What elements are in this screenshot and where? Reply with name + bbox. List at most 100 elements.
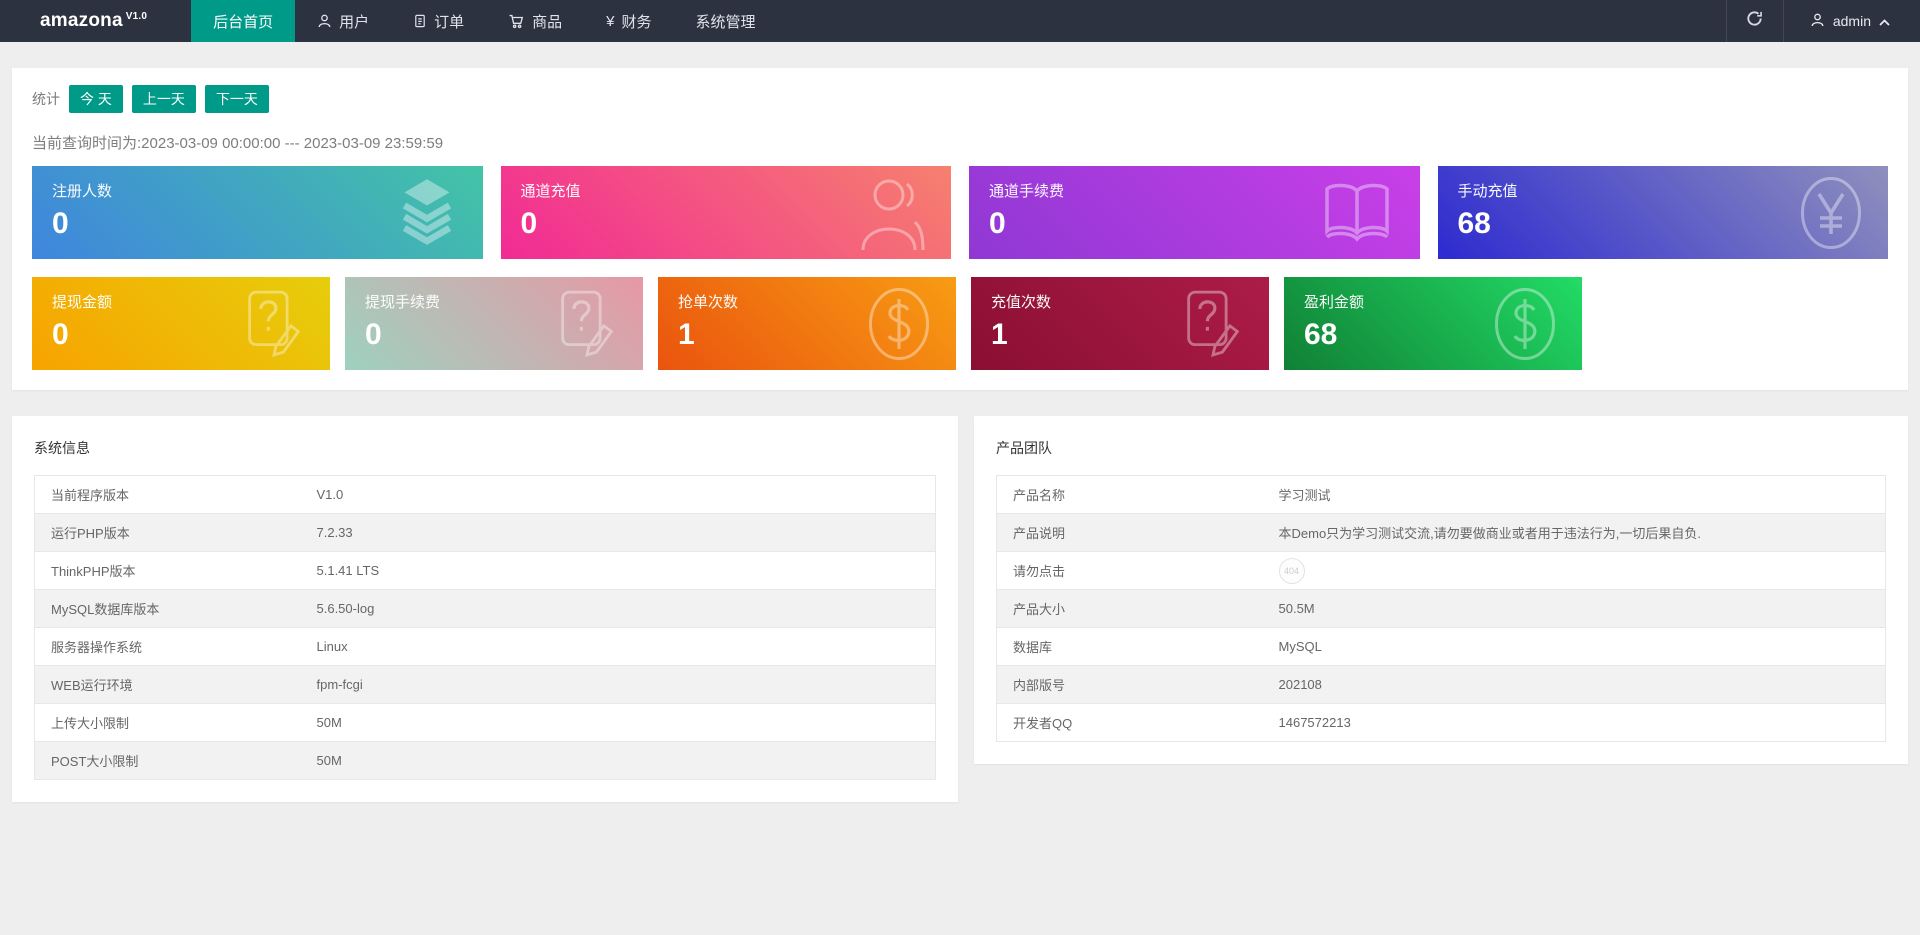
stat-controls: 统计 今 天 上一天 下一天 <box>32 85 1888 113</box>
row-label: ThinkPHP版本 <box>34 551 317 590</box>
stat-cards-row-1: 注册人数 0 通道充值 0 通道手续费 0 手动充值 68 <box>32 166 1888 259</box>
table-row: 内部版号 202108 <box>996 665 1886 704</box>
top-navbar: amazona V1.0 后台首页 用户 订单 商品 ¥ 财务 系统管理 admin <box>0 0 1920 42</box>
stat-card-value: 0 <box>989 207 1006 240</box>
table-row: MySQL数据库版本 5.6.50-log <box>34 589 936 628</box>
main-menu: 后台首页 用户 订单 商品 ¥ 财务 系统管理 <box>191 0 777 42</box>
user-name: admin <box>1832 13 1871 29</box>
query-time-text: 当前查询时间为:2023-03-09 00:00:00 --- 2023-03-… <box>32 135 444 152</box>
row-value: 50M <box>316 703 936 742</box>
brand-version: V1.0 <box>125 10 148 22</box>
divider <box>1725 0 1727 42</box>
divider <box>1782 0 1784 42</box>
row-value: 404 <box>1278 551 1886 590</box>
row-label: 请勿点击 <box>996 551 1279 590</box>
system-info-panel: 系统信息 当前程序版本 V1.0 运行PHP版本 7.2.33 ThinkPHP版本 5.… <box>12 416 958 802</box>
previous-day-button[interactable]: 上一天 <box>131 85 196 113</box>
table-row: 产品大小 50.5M <box>996 589 1886 628</box>
nav-item-finance[interactable]: ¥ 财务 <box>584 0 673 42</box>
stat-card-title: 手动充值 <box>1457 183 1518 200</box>
product-team-table: 产品名称 学习测试 产品说明 本Demo只为学习测试交流,请勿要做商业或者用于违法行为… <box>996 475 1886 742</box>
nav-item-goods[interactable]: 商品 <box>486 0 584 42</box>
row-label: 产品大小 <box>996 589 1279 628</box>
next-day-button[interactable]: 下一天 <box>204 85 269 113</box>
stat-card-grab-order-count: 抢单次数 1 <box>658 277 956 370</box>
table-row: ThinkPHP版本 5.1.41 LTS <box>34 551 936 590</box>
stat-card-title: 抢单次数 <box>678 294 739 311</box>
system-info-title: 系统信息 <box>34 440 90 456</box>
nav-item-users[interactable]: 用户 <box>295 0 391 42</box>
row-label: 当前程序版本 <box>34 475 317 514</box>
row-value: 1467572213 <box>1278 703 1886 742</box>
nav-item-orders[interactable]: 订单 <box>391 0 486 42</box>
row-value: 学习测试 <box>1278 475 1886 514</box>
stat-card-title: 提现金额 <box>52 294 113 311</box>
stat-card-title: 提现手续费 <box>365 294 441 311</box>
nav-item-label: 用户 <box>339 13 370 31</box>
stat-card-title: 盈利金额 <box>1304 294 1365 311</box>
brand-logo[interactable]: amazona V1.0 <box>0 0 191 42</box>
nav-item-label: 商品 <box>532 13 563 31</box>
person-icon <box>859 176 925 250</box>
row-value: fpm-fcgi <box>316 665 936 704</box>
row-value: MySQL <box>1278 627 1886 666</box>
table-row: 开发者QQ 1467572213 <box>996 703 1886 742</box>
row-label: POST大小限制 <box>34 741 317 780</box>
user-icon <box>1810 12 1825 31</box>
row-value: 本Demo只为学习测试交流,请勿要做商业或者用于违法行为,一切后果自负. <box>1278 513 1886 552</box>
today-button[interactable]: 今 天 <box>69 85 123 113</box>
refresh-button[interactable] <box>1727 0 1783 42</box>
row-label: 产品名称 <box>996 475 1279 514</box>
statistics-panel: 统计 今 天 上一天 下一天 当前查询时间为:2023-03-09 00:00:… <box>12 68 1908 390</box>
user-icon <box>317 13 332 29</box>
stat-card-value: 0 <box>52 207 69 240</box>
system-info-table: 当前程序版本 V1.0 运行PHP版本 7.2.33 ThinkPHP版本 5.1.41 … <box>34 475 936 780</box>
row-label: 开发者QQ <box>996 703 1279 742</box>
statistics-label: 统计 <box>32 91 60 107</box>
nav-item-label: 订单 <box>434 13 465 31</box>
stat-card-manual-recharge: 手动充值 68 <box>1437 166 1888 259</box>
user-dropdown[interactable]: admin <box>1784 0 1920 42</box>
book-icon <box>1320 181 1394 245</box>
stat-card-value: 0 <box>52 318 69 351</box>
table-row: 产品说明 本Demo只为学习测试交流,请勿要做商业或者用于违法行为,一切后果自负. <box>996 513 1886 552</box>
info-section: 系统信息 当前程序版本 V1.0 运行PHP版本 7.2.33 ThinkPHP版本 5.… <box>12 416 1908 802</box>
row-value: 50.5M <box>1278 589 1886 628</box>
stat-cards-row-2: 提现金额 0 提现手续费 0 抢单次数 1 充值次数 1 盈利金额 68 <box>32 277 1888 370</box>
stat-card-value: 68 <box>1304 318 1338 351</box>
row-label: 服务器操作系统 <box>34 627 317 666</box>
stat-card-withdraw-amount: 提现金额 0 <box>32 277 330 370</box>
row-value: 7.2.33 <box>316 513 936 552</box>
row-label: MySQL数据库版本 <box>34 589 317 628</box>
stat-card-registered-users: 注册人数 0 <box>32 166 483 259</box>
navbar-right: admin <box>1725 0 1920 42</box>
nav-item-home[interactable]: 后台首页 <box>191 0 296 42</box>
table-row: 产品名称 学习测试 <box>996 475 1886 514</box>
nav-item-system[interactable]: 系统管理 <box>674 0 778 42</box>
stat-card-title: 充值次数 <box>991 294 1052 311</box>
stat-card-channel-fee: 通道手续费 0 <box>969 166 1420 259</box>
nav-item-label: 后台首页 <box>213 13 274 31</box>
row-value: 5.1.41 LTS <box>316 551 936 590</box>
yen-icon: ¥ <box>606 12 615 30</box>
cart-icon <box>508 13 525 29</box>
table-row: 上传大小限制 50M <box>34 703 936 742</box>
stat-card-value: 68 <box>1457 207 1491 240</box>
product-team-panel: 产品团队 产品名称 学习测试 产品说明 本Demo只为学习测试交流,请勿要做商业或者用… <box>974 416 1908 764</box>
order-icon <box>413 13 427 29</box>
table-row: 运行PHP版本 7.2.33 <box>34 513 936 552</box>
row-value: 50M <box>316 741 936 780</box>
table-row: 服务器操作系统 Linux <box>34 627 936 666</box>
row-label: 数据库 <box>996 627 1279 666</box>
page-content: 统计 今 天 上一天 下一天 当前查询时间为:2023-03-09 00:00:… <box>0 42 1920 802</box>
yen-circle-icon <box>1800 176 1862 249</box>
doc-question-icon <box>557 289 617 359</box>
stat-card-recharge-count: 充值次数 1 <box>971 277 1269 370</box>
doc-question-icon <box>244 289 304 359</box>
dollar-circle-icon <box>1494 287 1556 360</box>
do-not-click-badge[interactable]: 404 <box>1278 557 1305 584</box>
row-label: 内部版号 <box>996 665 1279 704</box>
stat-card-value: 0 <box>365 318 382 351</box>
refresh-icon <box>1746 10 1763 32</box>
table-row: POST大小限制 50M <box>34 741 936 780</box>
